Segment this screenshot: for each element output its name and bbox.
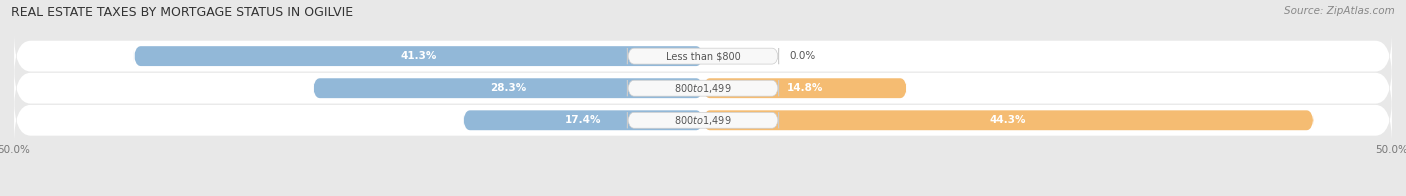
FancyBboxPatch shape	[627, 48, 779, 64]
Text: Source: ZipAtlas.com: Source: ZipAtlas.com	[1284, 6, 1395, 16]
Text: 41.3%: 41.3%	[401, 51, 437, 61]
FancyBboxPatch shape	[627, 112, 779, 128]
FancyBboxPatch shape	[314, 78, 703, 98]
FancyBboxPatch shape	[14, 33, 1392, 79]
Text: 44.3%: 44.3%	[990, 115, 1026, 125]
Text: 17.4%: 17.4%	[565, 115, 602, 125]
Text: 0.0%: 0.0%	[790, 51, 815, 61]
Text: 14.8%: 14.8%	[787, 83, 823, 93]
FancyBboxPatch shape	[703, 110, 1313, 130]
Text: $800 to $1,499: $800 to $1,499	[675, 82, 731, 95]
FancyBboxPatch shape	[703, 78, 907, 98]
FancyBboxPatch shape	[14, 65, 1392, 111]
Text: Less than $800: Less than $800	[665, 51, 741, 61]
FancyBboxPatch shape	[627, 80, 779, 96]
FancyBboxPatch shape	[463, 110, 703, 130]
Text: 28.3%: 28.3%	[489, 83, 526, 93]
Legend: Without Mortgage, With Mortgage: Without Mortgage, With Mortgage	[588, 193, 818, 196]
FancyBboxPatch shape	[134, 46, 703, 66]
Text: REAL ESTATE TAXES BY MORTGAGE STATUS IN OGILVIE: REAL ESTATE TAXES BY MORTGAGE STATUS IN …	[11, 6, 353, 19]
Text: $800 to $1,499: $800 to $1,499	[675, 114, 731, 127]
FancyBboxPatch shape	[14, 97, 1392, 143]
